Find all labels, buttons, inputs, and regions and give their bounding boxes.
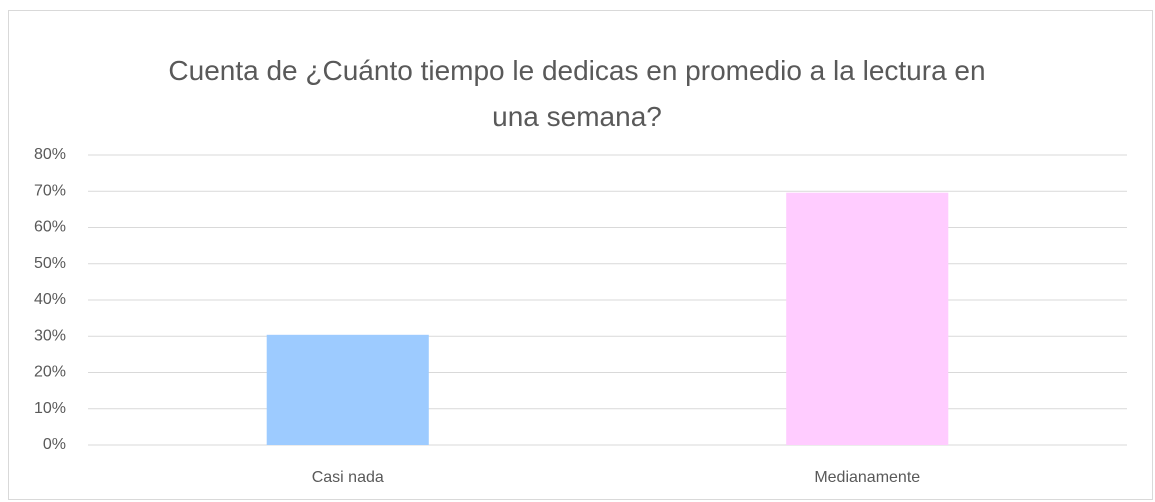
bar: [786, 192, 949, 445]
y-tick-label: 80%: [34, 146, 66, 163]
y-tick-label: 50%: [34, 255, 66, 272]
chart-border: [8, 10, 1153, 500]
y-tick-label: 10%: [34, 400, 66, 417]
x-tick-label: Medianamente: [814, 469, 920, 486]
x-tick-label: Casi nada: [312, 469, 384, 486]
y-tick-label: 60%: [34, 219, 66, 236]
y-tick-label: 20%: [34, 364, 66, 381]
bar: [266, 334, 429, 445]
y-tick-label: 0%: [43, 436, 66, 453]
y-tick-label: 70%: [34, 182, 66, 199]
chart-title: Cuenta de ¿Cuánto tiempo le dedicas en p…: [168, 55, 986, 132]
y-tick-label: 30%: [34, 327, 66, 344]
y-tick-label: 40%: [34, 291, 66, 308]
